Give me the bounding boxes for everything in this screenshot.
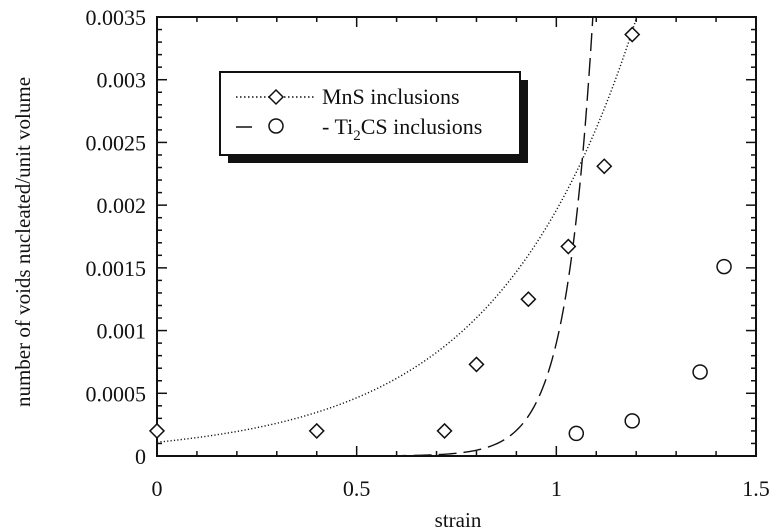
- data-points: [148, 26, 732, 442]
- legend: MnS inclusions - Ti2CS inclusions: [219, 71, 528, 163]
- axis-ticks: [156, 16, 757, 457]
- y-tick-label: 0: [135, 444, 146, 469]
- y-tick-label: 0.0015: [86, 256, 147, 281]
- mns-data-point: [560, 238, 577, 255]
- y-tick-label: 0.003: [97, 68, 147, 93]
- mns-data-point: [520, 291, 537, 308]
- x-tick-label: 0: [152, 476, 163, 501]
- mns-data-point: [468, 356, 485, 373]
- fit-curve-ti2cs: [388, 17, 594, 456]
- x-axis-title: strain: [435, 508, 482, 532]
- legend-label-ti2cs-tail: CS inclusions: [361, 114, 483, 139]
- mns-data-point: [148, 422, 166, 439]
- mns-data-point: [308, 422, 325, 439]
- y-tick-label: 0.0005: [86, 381, 147, 406]
- ti2cs-data-point: [692, 364, 708, 380]
- ti2cs-data-point: [716, 258, 732, 275]
- fit-curve-mns: [157, 17, 638, 443]
- y-tick-label: 0.002: [97, 193, 147, 218]
- legend-diamond-marker: [267, 88, 285, 106]
- y-tick-label: 0.0025: [86, 130, 147, 155]
- mns-data-point: [436, 422, 453, 439]
- plot-frame: [156, 16, 757, 457]
- legend-label-mns: MnS inclusions: [322, 84, 460, 109]
- mns-data-point: [596, 158, 613, 175]
- legend-label-ti2cs-main: Ti: [334, 114, 353, 139]
- ti2cs-data-point: [568, 425, 585, 442]
- mns-data-point: [624, 26, 641, 43]
- ti2cs-data-point: [624, 413, 640, 429]
- legend-label-ti2cs: - Ti2CS inclusions: [322, 114, 482, 144]
- legend-label-mns-main: MnS inclusions: [322, 84, 460, 109]
- legend-box: [219, 71, 521, 156]
- x-tick-label: 1.5: [742, 476, 770, 501]
- legend-label-ti2cs-sub: 2: [353, 128, 361, 144]
- y-tick-labels: 0 0.0005 0.001 0.0015 0.002 0.0025 0.003 0.0035: [86, 5, 147, 469]
- fit-curves: [157, 17, 638, 456]
- plot-area-border: [156, 16, 757, 457]
- x-tick-label: 0.5: [343, 476, 371, 501]
- y-axis-title: number of voids nucleated/unit volume: [11, 77, 35, 407]
- x-tick-labels: 0 0.5 1 1.5: [152, 476, 770, 501]
- y-tick-label: 0.001: [97, 319, 147, 344]
- legend-label-ti2cs-prefix: -: [322, 114, 334, 139]
- legend-entry-ti2cs: - Ti2CS inclusions: [236, 114, 482, 144]
- legend-entry-mns: MnS inclusions: [236, 84, 460, 109]
- y-tick-label: 0.0035: [86, 5, 147, 30]
- legend-circle-marker: [268, 118, 284, 134]
- x-tick-label: 1: [551, 476, 562, 501]
